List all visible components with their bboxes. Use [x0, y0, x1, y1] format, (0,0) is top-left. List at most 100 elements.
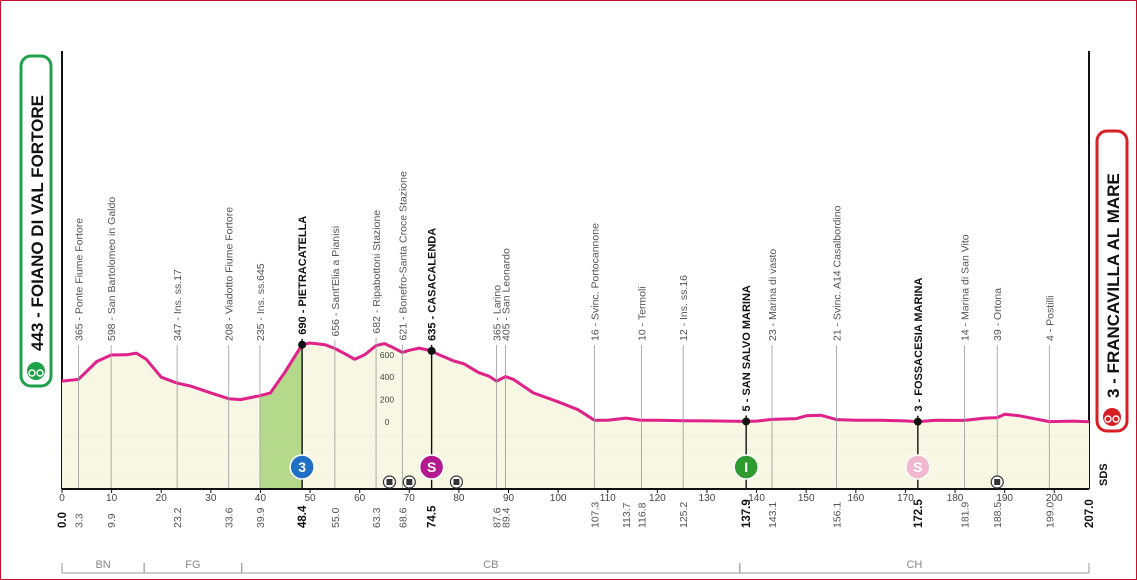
profile-area — [62, 343, 1089, 489]
km-label: 207.0 — [1084, 499, 1096, 528]
sprint-marker — [418, 454, 445, 480]
waypoint-km-label: 74.5 — [427, 505, 439, 528]
waypoint-label: 12 - Ins. ss.16 — [678, 275, 690, 341]
waypoint-label: 23 - Marina di vasto — [767, 249, 779, 341]
x-tick-label: 150 — [798, 493, 815, 504]
finish-bike-wheel-left-icon — [1104, 415, 1112, 423]
waypoint-label: 365 - Larino — [492, 285, 504, 341]
sprint-marker-label: S — [913, 459, 922, 475]
inner-altitude-label: 200 — [380, 395, 394, 405]
waypoint-label: 16 - Svinc. Portocannone — [589, 223, 601, 341]
x-tick-label: 80 — [453, 493, 465, 504]
waypoint-label: 405 - San Leonardo — [501, 248, 513, 341]
waypoint-label: 347 - Ins. ss.17 — [172, 269, 184, 341]
intermediate-marker-label: I — [744, 459, 748, 475]
inner-altitude-label: 400 — [380, 372, 394, 382]
climb-marker — [289, 454, 315, 480]
waypoint-km-label: 23.2 — [172, 507, 184, 528]
sds-label: SDS — [1098, 463, 1110, 486]
x-tick-label: 90 — [503, 493, 515, 504]
x-tick-label: 190 — [996, 493, 1013, 504]
waypoint-label: 21 - Svinc. A14 Casalbordino — [831, 205, 843, 341]
climb-highlight-area — [260, 344, 303, 489]
waypoint-km-label: 33.6 — [224, 507, 236, 528]
region-label: FG — [185, 559, 200, 571]
x-tick-label: 170 — [897, 493, 914, 504]
waypoint-label: 3 - FOSSACESIA MARINA — [913, 278, 925, 412]
waypoint-label: 621 - Bonefro-Santa Croce Stazione — [397, 171, 409, 340]
waypoint-km-label: 89.4 — [501, 507, 513, 528]
start-location-label: 443 - FOIANO DI VAL FORTORE — [28, 95, 47, 351]
x-tick-label: 110 — [600, 493, 616, 504]
x-tick-label: 30 — [205, 493, 217, 504]
climb-marker-label: 3 — [298, 459, 306, 475]
waypoint-km-label: 39.9 — [255, 507, 267, 528]
waypoint-km-label: 68.6 — [397, 507, 409, 528]
x-tick-label: 10 — [106, 493, 118, 504]
inner-altitude-label: 0 — [385, 417, 390, 427]
start-bike-wheel-left-icon — [28, 369, 36, 377]
x-tick-label: 180 — [947, 493, 964, 504]
x-tick-label: 120 — [649, 493, 666, 504]
region-label: CH — [906, 559, 922, 571]
waypoint-km-label: 143.1 — [767, 502, 779, 528]
waypoint-km-label: 156.1 — [831, 502, 843, 528]
waypoint-km-label: 55.0 — [330, 507, 342, 528]
waypoint-km-label: 181.9 — [959, 502, 971, 528]
x-tick-label: 130 — [699, 493, 716, 504]
region-label: CB — [483, 559, 498, 571]
x-tick-label: 140 — [748, 493, 765, 504]
x-tick-label: 100 — [550, 493, 567, 504]
sprint-marker — [905, 454, 931, 480]
region-label: BN — [95, 559, 110, 571]
waypoint-dot — [298, 340, 307, 349]
finish-badge: 3 - FRANCAVILLA AL MARE — [1095, 129, 1129, 433]
finish-bike-wheel-right-icon — [1112, 415, 1120, 423]
waypoint-label: 14 - Marina di San Vito — [959, 234, 971, 341]
tunnel-icon-inner — [453, 479, 460, 485]
waypoint-label: 10 - Termoli — [636, 286, 648, 341]
waypoint-label: 5 - SAN SALVO MARINA — [741, 285, 753, 411]
x-tick-label: 60 — [354, 493, 366, 504]
waypoint-dot — [742, 417, 751, 426]
waypoint-label: 635 - CASACALENDA — [427, 228, 439, 341]
waypoint-km-label: 48.4 — [297, 505, 309, 528]
km-label: 0.0 — [57, 512, 69, 528]
waypoint-label: 682 - Ripabottoni Stazione — [371, 210, 383, 334]
x-tick-label: 50 — [305, 493, 317, 504]
waypoint-label: 690 - PIETRACATELLA — [297, 216, 309, 335]
sprint-marker-label: S — [427, 459, 436, 475]
waypoint-km-label: 3.3 — [73, 513, 85, 528]
x-tick-label: 0 — [59, 493, 65, 504]
waypoint-km-label: 107.3 — [589, 502, 601, 528]
waypoint-km-label: 188.5 — [992, 502, 1004, 528]
profile-line — [61, 341, 1090, 424]
tunnel-icon-inner — [386, 479, 393, 485]
waypoint-label: 598 - San Bartolomeo in Galdo — [106, 197, 118, 341]
x-tick-label: 160 — [847, 493, 864, 504]
waypoint-km-label: 9.9 — [106, 513, 118, 528]
waypoint-km-label: 172.5 — [913, 499, 925, 528]
start-bike-wheel-right-icon — [36, 369, 44, 377]
waypoint-km-label: 125.2 — [678, 502, 690, 528]
start-badge: 443 - FOIANO DI VAL FORTORE — [19, 54, 53, 388]
tunnel-icon-inner — [994, 479, 1001, 485]
finish-location-label: 3 - FRANCAVILLA AL MARE — [1104, 173, 1123, 398]
waypoint-label: 208 - Viadotto Fiume Fortore — [224, 207, 236, 341]
x-tick-label: 20 — [156, 493, 168, 504]
waypoint-label: 235 - Ins. ss.645 — [255, 263, 267, 341]
waypoint-label: 39 - Ortona — [992, 288, 1004, 341]
waypoint-km-label: 137.9 — [741, 499, 753, 528]
intermediate-marker — [733, 454, 759, 480]
x-tick-label: 200 — [1046, 493, 1063, 504]
tunnel-icon-inner — [406, 479, 413, 485]
start-badge-frame — [19, 54, 53, 388]
x-tick-label: 40 — [255, 493, 267, 504]
waypoint-label: 656 - Sant'Elia a Pianisi — [330, 226, 342, 337]
waypoint-label: 365 - Ponte Fiume Fortore — [73, 218, 85, 341]
waypoint-dot — [913, 417, 922, 426]
waypoint-km-label: 63.3 — [371, 507, 383, 528]
finish-badge-frame — [1095, 129, 1129, 433]
